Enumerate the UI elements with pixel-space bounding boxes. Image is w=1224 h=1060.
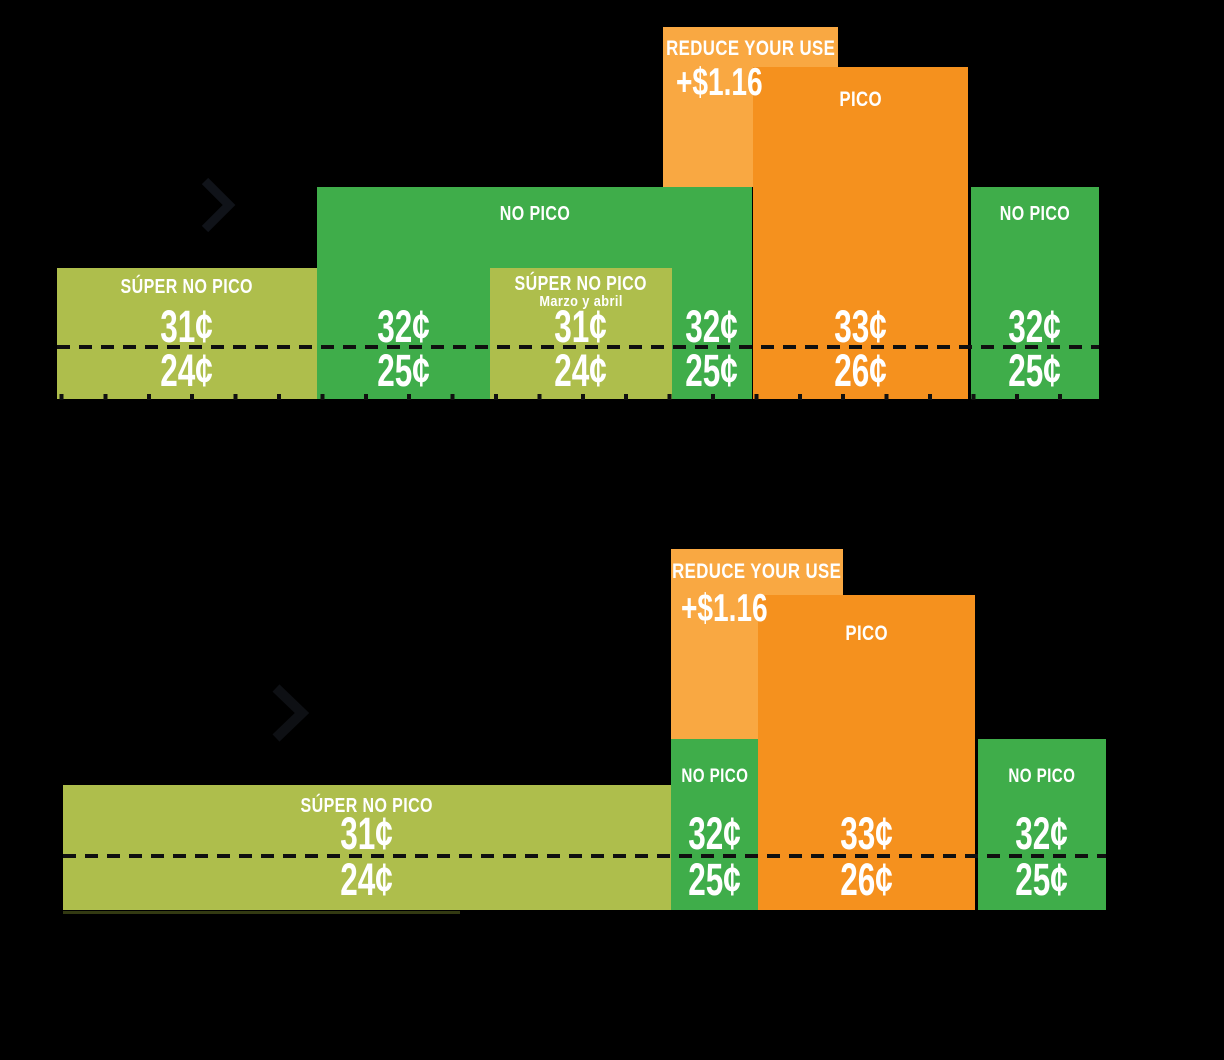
reduce-surcharge-value: +$1.16: [681, 586, 768, 630]
rate-value: 24¢: [160, 344, 214, 396]
rate-value: 32¢: [1008, 300, 1062, 352]
rate-value: 33¢: [840, 807, 893, 859]
reduce-surcharge-value: +$1.16: [676, 60, 763, 104]
rate-value: 32¢: [377, 300, 430, 352]
peak-label: PICO: [845, 621, 888, 645]
hour-ticks: [57, 394, 1099, 400]
super-off-peak-march-april-label: SÚPER NO PICO: [514, 273, 648, 295]
chevron-right-icon: [201, 177, 236, 233]
rate-value: 26¢: [840, 853, 893, 905]
rate-value: 25¢: [685, 344, 739, 396]
rate-value: 31¢: [340, 807, 394, 859]
dashed-baseline: [57, 345, 1099, 349]
off-peak-bar-right: [978, 739, 1106, 910]
chevron-right-icon: [272, 684, 310, 742]
rate-value: 24¢: [554, 344, 608, 396]
dashed-baseline: [63, 854, 1106, 858]
march-april-sublabel: Marzo y abril: [539, 292, 623, 310]
rate-value: 25¢: [377, 344, 430, 396]
super-off-peak-march-april-bar: [490, 268, 672, 399]
super-off-peak-bar: [63, 785, 671, 910]
reduce-your-use-label: REDUCE YOUR USE: [672, 559, 842, 583]
rate-value: 32¢: [1015, 807, 1069, 859]
off-peak-right-label: NO PICO: [1008, 765, 1076, 787]
super-off-peak-label: SÚPER NO PICO: [300, 795, 434, 817]
rate-value: 26¢: [834, 344, 887, 396]
off-peak-right-label: NO PICO: [999, 203, 1071, 225]
super-off-peak-label: SÚPER NO PICO: [120, 276, 254, 298]
peak-label: PICO: [839, 87, 882, 111]
rate-value: 25¢: [688, 853, 741, 905]
rate-value: 32¢: [685, 300, 739, 352]
super-off-peak-bar: [57, 268, 317, 399]
rate-value: 25¢: [1008, 344, 1062, 396]
peak-bar: [753, 67, 968, 399]
off-peak-bar-right: [971, 187, 1099, 399]
rate-value: 24¢: [340, 853, 394, 905]
off-peak-label: NO PICO: [499, 203, 570, 225]
reduce-your-use-label: REDUCE YOUR USE: [665, 36, 836, 60]
rate-value: 33¢: [834, 300, 887, 352]
axis-underline: [63, 911, 460, 914]
off-peak-bar-left: [671, 739, 758, 910]
rate-value: 25¢: [1015, 853, 1069, 905]
rate-value: 32¢: [688, 807, 741, 859]
rate-value: 31¢: [160, 300, 214, 352]
rate-value: 31¢: [554, 300, 608, 352]
off-peak-left-label: NO PICO: [680, 765, 748, 787]
